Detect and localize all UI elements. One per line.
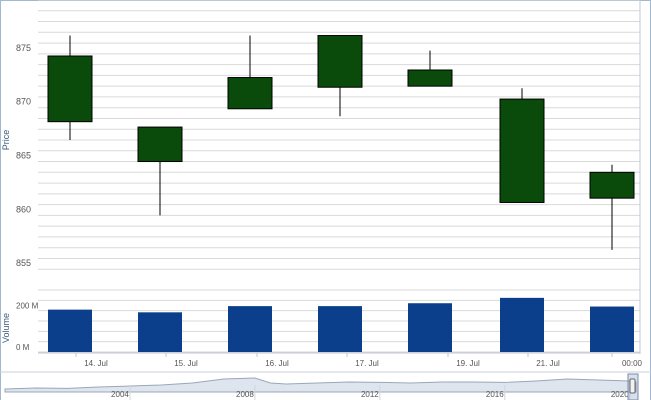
volume-bar — [408, 303, 452, 352]
navigator-tick-label: 2004 — [111, 390, 129, 399]
volume-bar — [318, 306, 362, 352]
candlestick-series — [47, 35, 635, 250]
candle — [47, 35, 93, 140]
price-y-tick-label: 865 — [16, 151, 31, 161]
x-tick-label: 21. Jul — [536, 359, 560, 368]
navigator[interactable]: 2004 2008 2012 2016 2020 — [0, 371, 651, 400]
candle-body — [317, 35, 363, 88]
volume-y-tick-label: 0 M — [16, 343, 30, 352]
volume-pane: 0 M 200 M Volume 14. Jul 15. Jul 16. Jul 17.… — [1, 289, 643, 368]
volume-bar — [590, 306, 634, 352]
volume-axis-label: Volume — [1, 313, 11, 343]
candle — [317, 35, 363, 117]
price-y-tick-label: 875 — [16, 43, 31, 53]
volume-bar — [138, 312, 182, 352]
candle — [499, 88, 545, 203]
candle-body — [499, 98, 545, 203]
x-tick-label: 17. Jul — [355, 359, 379, 368]
candle — [589, 164, 635, 250]
candle — [227, 35, 273, 110]
candle-body — [589, 171, 635, 199]
navigator-tick-label: 2008 — [236, 390, 254, 399]
x-tick-label: 16. Jul — [265, 359, 289, 368]
x-tick-label: 00:00 — [622, 359, 643, 368]
volume-y-tick-label: 200 M — [16, 302, 39, 311]
price-pane: 855 860 865 870 875 Price — [1, 0, 640, 270]
price-y-tick-label: 860 — [16, 204, 31, 214]
price-axis-label: Price — [1, 130, 11, 151]
price-y-tick-labels: 855 860 865 870 875 — [16, 43, 31, 268]
navigator-series-area — [4, 377, 637, 393]
volume-y-tick-labels: 0 M 200 M — [16, 302, 39, 352]
price-y-tick-label: 870 — [16, 97, 31, 107]
volume-bar — [48, 309, 92, 352]
x-tick-label: 15. Jul — [174, 359, 198, 368]
x-axis-tick-labels: 14. Jul 15. Jul 16. Jul 17. Jul 19. Jul 21. J… — [75, 353, 643, 368]
candle-body — [227, 77, 273, 110]
candle — [137, 126, 183, 216]
x-tick-label: 14. Jul — [84, 359, 108, 368]
navigator-tick-label: 2012 — [361, 390, 379, 399]
navigator-tick-label: 2020 — [611, 390, 629, 399]
navigator-handle[interactable] — [629, 378, 636, 394]
candle — [407, 50, 453, 87]
volume-bar — [500, 297, 544, 352]
x-tick-label: 19. Jul — [456, 359, 480, 368]
navigator-tick-label: 2016 — [486, 390, 504, 399]
volume-bar-series — [48, 297, 634, 352]
candle-body — [137, 126, 183, 163]
candle-body — [47, 55, 93, 123]
price-y-tick-label: 855 — [16, 258, 31, 268]
volume-bar — [228, 306, 272, 352]
candle-body — [407, 69, 453, 87]
